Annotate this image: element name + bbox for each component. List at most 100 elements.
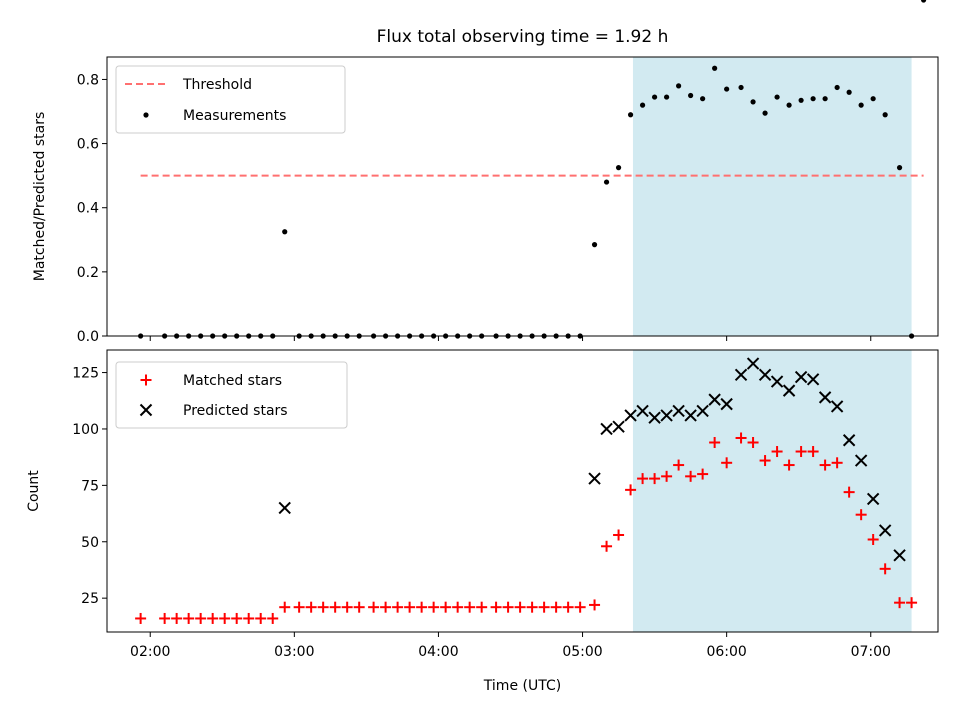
x-tick-label: 02:00 — [130, 644, 170, 660]
measurement-point — [798, 97, 804, 103]
predicted-star-point — [708, 393, 721, 406]
legend-predicted-label: Predicted stars — [183, 403, 288, 419]
bottom-legend: Matched stars Predicted stars — [115, 361, 348, 429]
matched-star-point — [747, 436, 759, 448]
chart-title: Flux total observing time = 1.92 h — [377, 27, 669, 47]
measurement-point — [882, 112, 888, 118]
legend-measurements-label: Measurements — [183, 108, 286, 124]
predicted-star-point — [866, 492, 880, 506]
matched-star-point — [574, 601, 586, 613]
matched-star-point — [317, 601, 329, 613]
top-y-axis: 0.0 0.2 0.4 0.6 0.8 — [77, 72, 107, 345]
top-y-tick-label: 0.4 — [77, 201, 99, 217]
predicted-star-point — [854, 454, 868, 467]
bottom-y-axis: 25 50 75 100 125 — [72, 366, 107, 607]
measurement-point — [738, 84, 744, 91]
matched-star-point — [697, 468, 709, 480]
predicted-star-point — [758, 368, 772, 382]
top-x-axis — [149, 336, 872, 341]
predicted-star-point — [770, 375, 784, 388]
measurement-point — [700, 96, 706, 102]
matched-star-point — [428, 601, 440, 613]
matched-star-point — [231, 612, 243, 624]
bottom-y-tick-label: 50 — [81, 535, 99, 551]
legend-predicted-marker — [139, 403, 153, 417]
predicted-star-point — [660, 409, 673, 422]
matched-star-point — [807, 446, 819, 458]
matched-star-point — [255, 612, 267, 624]
legend-predicted-swatch — [139, 403, 153, 417]
bottom-x-axis: 02:00 03:00 04:00 05:00 06:00 07:00 — [130, 632, 891, 660]
measurement-point — [786, 102, 792, 108]
predicted-star-point — [818, 391, 832, 404]
measurement-point — [651, 94, 658, 100]
top-plot-frame — [106, 56, 939, 337]
predicted-star-point — [624, 409, 637, 422]
matched-star-point — [171, 612, 183, 624]
matched-star-point — [219, 612, 231, 624]
matched-star-point — [589, 599, 601, 611]
legend-matched-label: Matched stars — [183, 373, 282, 389]
predicted-stars-series — [278, 357, 906, 562]
observing-window-shade-bottom — [632, 350, 912, 632]
matched-star-point — [673, 459, 685, 471]
matched-star-point — [452, 601, 464, 613]
matched-star-point — [368, 601, 380, 613]
matched-star-point — [685, 470, 697, 482]
measurement-point — [676, 83, 682, 89]
top-legend-box — [115, 65, 346, 134]
x-axis-label: Time (UTC) — [483, 678, 561, 694]
x-tick-label: 07:00 — [851, 644, 891, 660]
legend-matched-swatch — [140, 374, 152, 386]
predicted-star-point — [600, 422, 613, 436]
measurement-point — [591, 242, 598, 248]
predicted-star-point — [696, 404, 709, 418]
matched-star-point — [721, 457, 733, 469]
matched-star-point — [613, 529, 625, 541]
predicted-star-point — [830, 400, 844, 413]
top-y-tick-label: 0.2 — [77, 265, 99, 281]
matched-star-point — [353, 601, 365, 613]
matched-star-point — [305, 601, 317, 613]
matched-star-point — [783, 459, 795, 471]
matched-star-point — [392, 601, 404, 613]
measurement-point — [834, 84, 840, 91]
measurement-point — [762, 110, 768, 116]
predicted-star-point — [878, 524, 892, 537]
top-y-tick-label: 0.6 — [77, 137, 99, 153]
measurement-point — [615, 165, 622, 171]
bottom-y-tick-label: 75 — [81, 478, 99, 494]
top-y-tick-label: 0.8 — [77, 72, 99, 88]
matched-star-point — [440, 601, 452, 613]
matched-star-point — [843, 486, 855, 498]
measurement-point — [627, 112, 634, 118]
matched-star-point — [195, 612, 207, 624]
bottom-panel: 25 50 75 100 125 02:00 03:00 04:00 05:00 06:00 07… — [26, 349, 939, 694]
matched-star-point — [464, 601, 476, 613]
matched-star-point — [906, 597, 918, 609]
matched-star-point — [855, 509, 867, 521]
x-tick-label: 06:00 — [706, 644, 746, 660]
bottom-y-tick-label: 25 — [81, 591, 99, 607]
matched-star-point — [329, 601, 341, 613]
predicted-star-point — [720, 397, 733, 411]
matched-star-point — [601, 540, 613, 552]
predicted-star-point — [734, 368, 748, 382]
measurement-point — [822, 96, 828, 102]
legend-threshold-label: Threshold — [182, 77, 252, 93]
matched-star-point — [867, 534, 879, 546]
matched-star-point — [207, 612, 219, 624]
predicted-star-point — [612, 420, 625, 433]
matched-star-point — [771, 446, 783, 458]
predicted-star-point — [278, 501, 291, 515]
bottom-y-axis-label: Count — [26, 470, 42, 512]
matched-star-point — [293, 601, 305, 613]
top-y-tick-label: 0.0 — [77, 329, 99, 345]
matched-star-point — [267, 612, 279, 624]
matched-star-point — [795, 446, 807, 458]
legend-measurements-swatch — [143, 112, 149, 118]
matched-star-point — [476, 601, 488, 613]
predicted-star-point — [746, 357, 760, 370]
matched-star-point — [894, 597, 906, 609]
